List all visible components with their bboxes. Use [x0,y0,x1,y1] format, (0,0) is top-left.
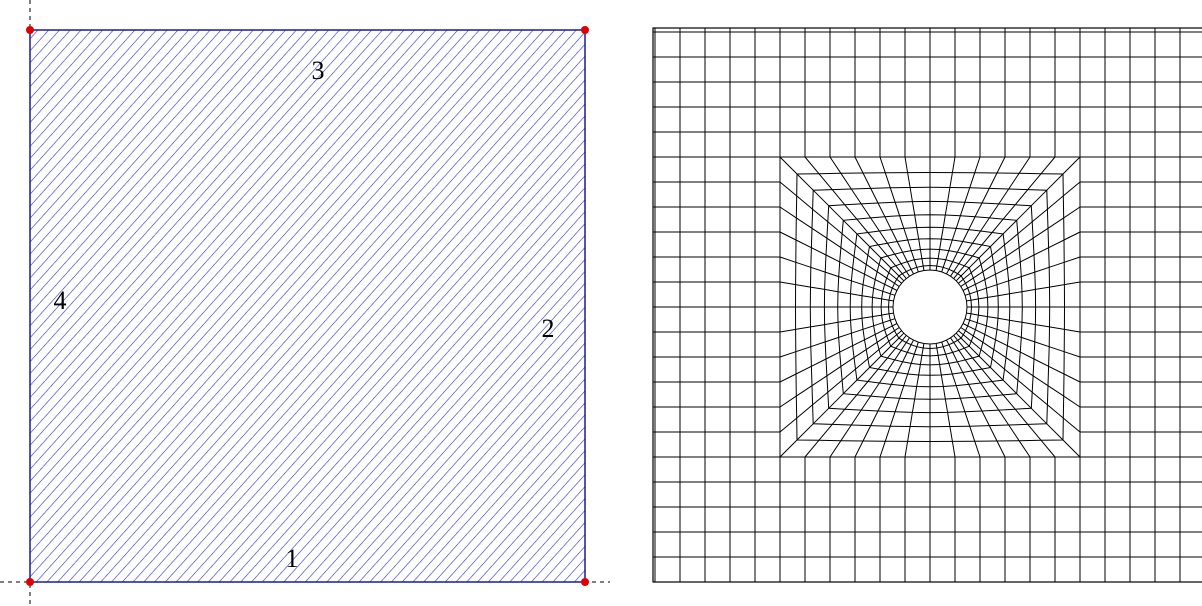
mesh-line [837,214,1023,400]
mesh-line [829,337,910,458]
mesh-line [950,156,1031,277]
mesh-line [829,156,910,277]
vertex [26,26,34,34]
mesh-line [794,171,1066,443]
mesh-border [652,27,1202,583]
edge-label: 3 [312,56,325,85]
mesh-line [904,343,925,458]
mesh-line [958,330,1081,433]
mesh-line [809,186,1051,428]
mesh-line [966,281,1081,302]
mesh-panel [653,28,1202,582]
mesh-line [880,257,980,357]
mesh-line [935,343,956,458]
hatched-region [29,29,586,583]
mesh-line [779,181,902,284]
mesh-line [779,330,902,433]
mesh-line [953,156,1056,279]
edge-label: 4 [54,286,67,315]
vertex [581,26,589,34]
mesh-line [804,335,907,458]
mesh-line [958,181,1081,284]
mesh-line [904,156,925,271]
mesh-line [849,226,1011,388]
mesh-line [861,238,999,376]
mesh-line [950,337,1031,458]
mesh-line [871,248,989,366]
mesh-line [823,200,1037,414]
mesh-line [779,327,900,408]
mesh-line [887,264,973,350]
mesh-line [779,156,1081,458]
mesh-line [960,206,1081,287]
geometry-panel: 1 2 3 4 [0,0,610,606]
mesh-line [804,156,907,279]
mesh-line [779,281,894,302]
mesh-line [935,156,956,271]
vertex [26,578,34,586]
mesh-line [966,312,1081,333]
mesh-line [960,327,1081,408]
mesh-line [779,206,900,287]
mesh-line [779,312,894,333]
vertex [581,578,589,586]
mesh-line [953,335,1056,458]
mesh-line [892,269,968,345]
edge-label: 1 [286,544,299,573]
edge-label: 2 [542,314,555,343]
